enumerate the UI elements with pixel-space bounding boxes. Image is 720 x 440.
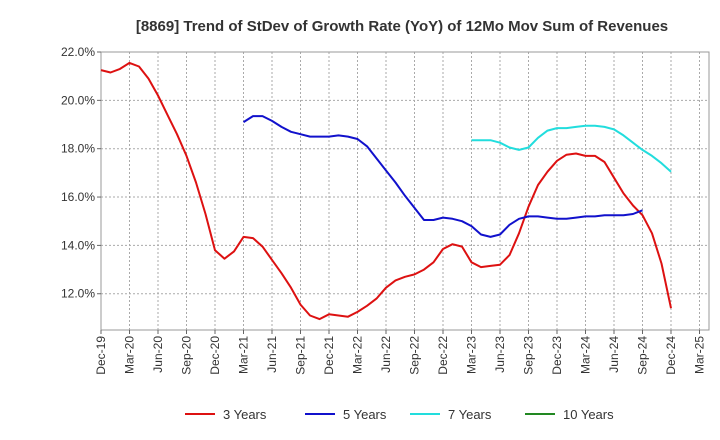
series-line-7-years: [471, 124, 672, 173]
x-tick-label: Mar-23: [465, 336, 479, 374]
x-tick-label: Mar-25: [693, 336, 707, 374]
x-tick-label: Jun-22: [379, 336, 393, 373]
x-tick-label: Mar-22: [351, 336, 365, 374]
series-line-3-years: [100, 61, 672, 321]
x-tick-label: Jun-24: [607, 336, 621, 373]
y-tick-label: 18.0%: [61, 142, 95, 156]
legend-label-3-years: 3 Years: [223, 407, 267, 422]
x-tick-label: Dec-20: [208, 336, 222, 375]
x-tick-label: Sep-23: [522, 336, 536, 375]
legend-label-10-years: 10 Years: [563, 407, 614, 422]
x-tick-label: Jun-21: [265, 336, 279, 373]
grid: [100, 51, 709, 330]
x-tick-label: Dec-21: [322, 336, 336, 375]
y-tick-label: 16.0%: [61, 190, 95, 204]
legend-label-7-years: 7 Years: [448, 407, 492, 422]
x-tick-label: Jun-23: [493, 336, 507, 373]
x-tick-label: Dec-22: [436, 336, 450, 375]
plot-area: [100, 51, 710, 331]
y-tick-label: 12.0%: [61, 287, 95, 301]
y-tick-label: 20.0%: [61, 93, 95, 107]
legend: 3 Years 5 Years 7 Years 10 Years: [185, 407, 614, 422]
x-tick-label: Mar-24: [579, 336, 593, 374]
x-tick-label: Dec-23: [550, 336, 564, 375]
x-tick-label: Mar-20: [123, 336, 137, 374]
x-tick-label: Sep-24: [636, 336, 650, 375]
legend-label-5-years: 5 Years: [343, 407, 387, 422]
x-tick-label: Mar-21: [237, 336, 251, 374]
x-tick-label: Jun-20: [151, 336, 165, 373]
x-tick-label: Sep-20: [180, 336, 194, 375]
x-axis: Dec-19 Mar-20 Jun-20 Sep-20 Dec-20 Mar-21 Jun-…: [94, 330, 707, 375]
x-tick-label: Dec-19: [94, 336, 108, 375]
x-tick-label: Sep-22: [408, 336, 422, 375]
y-tick-label: 22.0%: [61, 45, 95, 59]
x-tick-label: Dec-24: [664, 336, 678, 375]
series-line-5-years: [242, 115, 643, 238]
chart-title: [8869] Trend of StDev of Growth Rate (Yo…: [136, 18, 668, 35]
x-tick-label: Sep-21: [294, 336, 308, 375]
y-tick-label: 14.0%: [61, 238, 95, 252]
series-group: [100, 61, 672, 321]
y-axis: 12.0% 14.0% 16.0% 18.0% 20.0% 22.0%: [61, 45, 101, 301]
